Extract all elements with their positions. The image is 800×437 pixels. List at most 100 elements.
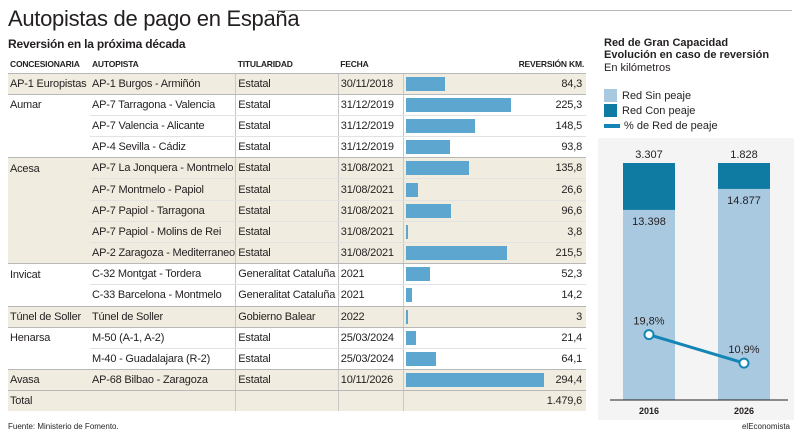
cell-fecha: 10/11/2026 xyxy=(337,369,404,392)
reversion-bar xyxy=(405,203,451,218)
cell-concesionaria: Avasa xyxy=(8,369,90,392)
cell-autopista: AP-7 Papiol - Tarragona xyxy=(89,200,236,222)
cell-fecha: 2021 xyxy=(337,284,404,307)
cell-bar xyxy=(402,73,545,95)
reversion-bar xyxy=(405,140,450,155)
reversion-bar xyxy=(405,288,413,303)
cell-bar xyxy=(402,136,545,159)
pct-peaje-label-2026: 10,9% xyxy=(728,344,759,356)
cell-autopista: M-50 (A-1, A-2) xyxy=(89,327,236,349)
cell-autopista: M-40 - Guadalajara (R-2) xyxy=(89,348,236,371)
reversion-bar xyxy=(405,373,544,388)
cell-autopista: AP-7 Montmelo - Papiol xyxy=(89,178,236,201)
page-subtitle: Reversión en la próxima década xyxy=(8,37,186,51)
header-fecha: FECHA xyxy=(338,56,404,74)
page-title: Autopistas de pago en España xyxy=(8,6,300,31)
cell-concesionaria xyxy=(8,136,90,159)
reversion-bar xyxy=(405,330,416,345)
cell-bar xyxy=(402,306,545,328)
autopistas-table: CONCESIONARIA AUTOPISTA TITULARIDAD FECH… xyxy=(8,56,586,411)
cell-reversion: 14,2 xyxy=(544,284,586,307)
reversion-bar xyxy=(405,118,476,133)
cell-reversion: 215,5 xyxy=(544,242,586,265)
cell-concesionaria: Aumar xyxy=(10,99,42,112)
table-row: AP-7 Papiol - Molins de Rei Estatal 31/08/… xyxy=(8,221,586,244)
cell-titularidad: Gobierno Balear xyxy=(235,306,339,328)
cell-reversion: 96,6 xyxy=(544,200,586,222)
cell-reversion: 21,4 xyxy=(544,327,586,349)
header-autopista: AUTOPISTA xyxy=(89,56,236,74)
cell-reversion: 3,8 xyxy=(544,221,586,244)
cell-reversion: 84,3 xyxy=(544,73,586,95)
total-row: Total 1.479,6 xyxy=(8,390,586,411)
cell-reversion: 225,3 xyxy=(544,94,586,116)
bar-con-peaje-2026 xyxy=(718,163,770,189)
cell-titularidad: Estatal xyxy=(235,242,339,265)
cell-fecha: 30/11/2018 xyxy=(337,73,404,95)
source-note: Fuente: Ministerio de Fomento. xyxy=(8,422,119,431)
reversion-bar xyxy=(405,161,470,176)
side-bar-chart: 3.307 13.398 2016 1.828 14.877 2026 19,8% 10,9% xyxy=(598,138,794,420)
table-header-row: CONCESIONARIA AUTOPISTA TITULARIDAD FECH… xyxy=(8,56,586,74)
cell-concesionaria: Invicat xyxy=(10,268,41,281)
cell-autopista: AP-4 Sevilla - Cádiz xyxy=(89,136,236,159)
total-value: 1.479,6 xyxy=(544,390,586,411)
cell-fecha: 31/08/2021 xyxy=(337,157,404,180)
table-row: AP-1 Europistas AP-1 Burgos - Armiñón Esta… xyxy=(8,73,586,95)
cell-bar xyxy=(402,369,545,392)
reversion-bar xyxy=(405,309,408,324)
header-titularidad: TITULARIDAD xyxy=(235,56,339,74)
cell-concesionaria xyxy=(8,115,90,136)
cell-autopista: AP-1 Burgos - Armiñón xyxy=(89,73,236,95)
cell-fecha: 31/08/2021 xyxy=(337,242,404,265)
table-row: AP-4 Sevilla - Cádiz Estatal 31/12/2019 93,… xyxy=(8,136,586,159)
cell-autopista: AP-7 Tarragona - Valencia xyxy=(89,94,236,116)
cell-concesionaria xyxy=(8,178,90,201)
table-row: Acesa AP-7 La Jonquera - Montmelo Estatal 3… xyxy=(8,157,586,180)
cell-bar xyxy=(402,178,545,201)
table-row: AP-2 Zaragoza - Mediterraneo Estatal 31/08… xyxy=(8,242,586,265)
cell-reversion: 3 xyxy=(544,306,586,328)
pct-peaje-line xyxy=(648,333,745,365)
cell-bar xyxy=(402,94,545,116)
cell-autopista: Túnel de Soller xyxy=(89,306,236,328)
bar-sin-peaje-2016 xyxy=(623,209,675,400)
cell-autopista: AP-7 Valencia - Alicante xyxy=(89,115,236,138)
table-row: Aumar AP-7 Tarragona - Valencia Estatal 31/… xyxy=(8,94,586,116)
category-label-2016: 2016 xyxy=(639,406,659,416)
table-row: Henarsa M-50 (A-1, A-2) Estatal 25/03/2024 2… xyxy=(8,327,586,349)
cell-titularidad: Generalitat Cataluña xyxy=(235,284,339,307)
side-chart-legend: Red Sin peaje Red Con peaje % de Red de … xyxy=(604,88,718,133)
pct-peaje-point-2026 xyxy=(738,357,750,369)
total-empty-cell xyxy=(89,390,236,411)
reversion-bar xyxy=(405,267,431,282)
cell-titularidad: Generalitat Cataluña xyxy=(235,263,339,286)
cell-fecha: 31/12/2019 xyxy=(337,115,404,138)
label-sin-peaje-2026: 14.877 xyxy=(727,195,761,207)
cell-bar xyxy=(402,348,545,371)
table-row: Invicat C-32 Montgat - Tordera Generalitat… xyxy=(8,263,586,286)
header-concesionaria: CONCESIONARIA xyxy=(8,56,90,74)
legend-label-sin-peaje: Red Sin peaje xyxy=(622,89,692,102)
table-body: AP-1 Europistas AP-1 Burgos - Armiñón Esta… xyxy=(8,73,586,411)
cell-bar xyxy=(402,327,545,349)
label-sin-peaje-2016: 13.398 xyxy=(632,216,666,228)
cell-reversion: 135,8 xyxy=(544,157,586,180)
cell-concesionaria: Túnel de Soller xyxy=(8,306,90,328)
cell-concesionaria xyxy=(8,200,90,222)
bar-con-peaje-2016 xyxy=(623,163,675,210)
cell-titularidad: Estatal xyxy=(235,157,339,180)
cell-autopista: C-33 Barcelona - Montmelo xyxy=(89,284,236,307)
cell-titularidad: Estatal xyxy=(235,327,339,349)
cell-fecha: 31/12/2019 xyxy=(337,136,404,159)
cell-autopista: AP-7 La Jonquera - Montmelo xyxy=(89,157,236,180)
table-row: M-40 - Guadalajara (R-2) Estatal 25/03/202… xyxy=(8,348,586,371)
cell-autopista: AP-7 Papiol - Molins de Rei xyxy=(89,221,236,244)
cell-fecha: 25/03/2024 xyxy=(337,327,404,349)
cell-bar xyxy=(402,157,545,180)
cell-reversion: 294,4 xyxy=(544,369,586,392)
title-rule xyxy=(268,10,792,11)
cell-reversion: 52,3 xyxy=(544,263,586,286)
total-label: Total xyxy=(8,390,90,411)
side-chart-title-line1: Red de Gran Capacidad xyxy=(604,37,729,49)
